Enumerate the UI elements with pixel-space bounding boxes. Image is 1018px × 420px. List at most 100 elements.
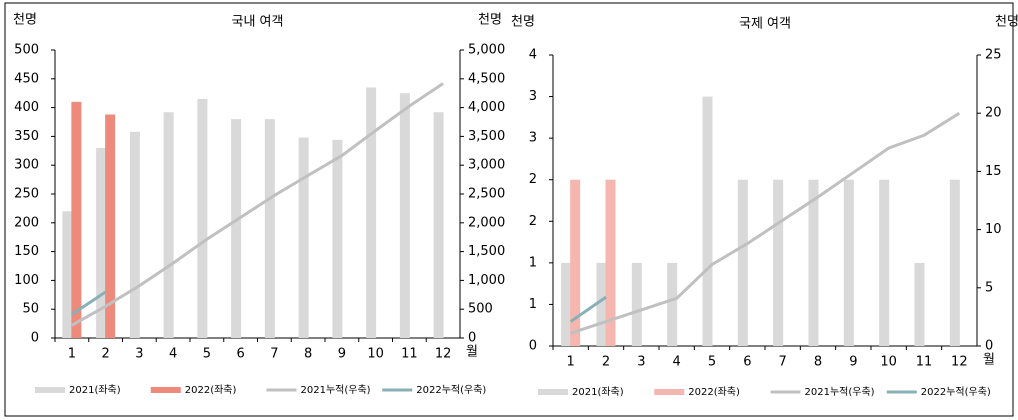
y2-tick-label: 0 [468, 331, 476, 346]
bar [667, 262, 678, 346]
y2-tick-label: 2,000 [468, 215, 505, 230]
y-tick-label: 300 [14, 158, 39, 173]
y-axis-unit: 천명 [13, 13, 37, 28]
y-tick-label: 400 [14, 100, 39, 115]
y-tick-label: 2 [529, 172, 537, 187]
bar [399, 93, 410, 338]
y-tick-label: 2 [529, 214, 537, 229]
x-tick-label: 1 [68, 347, 76, 362]
y-tick-label: 250 [14, 187, 39, 202]
bar [105, 114, 116, 339]
bar [62, 211, 73, 338]
bar [570, 179, 581, 346]
bar [596, 262, 607, 346]
y-tick-label: 4 [529, 48, 537, 63]
bar [433, 112, 444, 338]
bar [843, 179, 854, 346]
y-tick-label: 0 [31, 331, 39, 346]
x-tick-label: 12 [951, 355, 968, 370]
x-tick-label: 10 [367, 347, 384, 362]
legend-swatch [150, 387, 181, 393]
y-tick-label: 1 [529, 297, 537, 312]
x-axis-label: 월 [466, 345, 478, 360]
legend-label: 2021(좌축) [572, 386, 624, 398]
legend-label: 2022(좌축) [688, 386, 740, 398]
line [71, 290, 107, 316]
legend-label: 2022누적(우축) [416, 384, 486, 396]
bar [264, 119, 275, 339]
bar [332, 139, 343, 338]
y2-tick-label: 20 [985, 106, 1002, 121]
y2-axis-unit: 천명 [995, 15, 1018, 30]
bar [96, 147, 107, 338]
x-tick-label: 12 [435, 347, 452, 362]
x-tick-label: 6 [743, 355, 751, 370]
y2-tick-label: 3,000 [468, 158, 505, 173]
y-tick-label: 1 [529, 255, 537, 270]
y2-tick-label: 2,500 [468, 187, 505, 202]
y-tick-label: 0 [529, 339, 537, 354]
bar [702, 96, 713, 346]
x-tick-label: 11 [401, 347, 418, 362]
x-tick-label: 2 [101, 347, 109, 362]
bar [949, 179, 960, 346]
legend-swatch [654, 389, 685, 395]
bar [71, 101, 82, 338]
y2-tick-label: 500 [468, 302, 493, 317]
legend-label: 2021(좌축) [69, 384, 121, 396]
y-tick-label: 350 [14, 129, 39, 144]
y2-tick-label: 5 [985, 280, 993, 295]
y2-tick-label: 25 [985, 48, 1002, 63]
x-tick-label: 8 [304, 347, 312, 362]
x-tick-label: 5 [708, 355, 716, 370]
y2-axis-unit: 천명 [478, 13, 502, 28]
y-tick-label: 200 [14, 215, 39, 230]
x-axis-label: 월 [983, 353, 995, 368]
line [569, 295, 607, 323]
chart-title: 국제 여객 [739, 17, 791, 32]
legend-swatch [538, 389, 568, 395]
y2-tick-label: 5,000 [468, 43, 505, 58]
x-tick-label: 9 [338, 347, 346, 362]
bar [231, 119, 242, 339]
y-tick-label: 500 [14, 43, 39, 58]
bar [129, 131, 140, 338]
y2-tick-label: 0 [985, 339, 993, 354]
y-tick-label: 450 [14, 71, 39, 86]
y-tick-label: 3 [529, 131, 537, 146]
bar [808, 179, 819, 346]
y-axis-unit: 천명 [511, 15, 535, 30]
x-tick-label: 7 [270, 347, 278, 362]
bar [561, 262, 572, 346]
y2-tick-label: 4,500 [468, 71, 505, 86]
x-tick-label: 3 [637, 355, 645, 370]
x-tick-label: 5 [203, 347, 211, 362]
y2-tick-label: 1,500 [468, 244, 505, 259]
y-tick-label: 50 [22, 302, 39, 317]
x-tick-label: 1 [567, 355, 575, 370]
bar [366, 87, 377, 338]
chart-title: 국내 여객 [232, 15, 284, 30]
x-tick-label: 11 [916, 355, 933, 370]
x-tick-label: 9 [849, 355, 857, 370]
x-tick-label: 8 [814, 355, 822, 370]
y2-tick-label: 1,000 [468, 273, 505, 288]
bar [914, 262, 925, 346]
legend-label: 2021누적(우축) [805, 386, 875, 398]
x-tick-label: 6 [236, 347, 244, 362]
y2-tick-label: 10 [985, 222, 1002, 237]
outer-frame [4, 2, 1014, 417]
x-tick-label: 3 [135, 347, 143, 362]
bar [163, 112, 174, 338]
bar [737, 179, 748, 346]
x-tick-label: 4 [169, 347, 177, 362]
legend-swatch [35, 387, 65, 393]
y-tick-label: 150 [14, 244, 39, 259]
legend-label: 2022(좌축) [185, 384, 237, 396]
x-tick-label: 4 [673, 355, 681, 370]
bar [298, 137, 309, 338]
line [570, 111, 961, 335]
x-tick-label: 7 [779, 355, 787, 370]
x-tick-label: 2 [602, 355, 610, 370]
